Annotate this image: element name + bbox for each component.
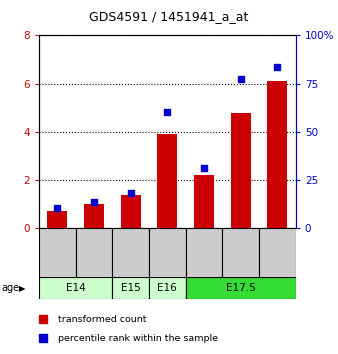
Bar bbox=[259, 228, 296, 278]
Text: percentile rank within the sample: percentile rank within the sample bbox=[58, 334, 218, 343]
Point bbox=[54, 205, 60, 211]
Bar bbox=[222, 228, 259, 278]
Bar bbox=[194, 175, 214, 228]
Bar bbox=[149, 277, 186, 299]
Text: E17.5: E17.5 bbox=[226, 283, 256, 293]
Bar bbox=[84, 204, 104, 228]
Text: age: age bbox=[2, 283, 20, 293]
Text: E16: E16 bbox=[158, 283, 177, 293]
Text: GDS4591 / 1451941_a_at: GDS4591 / 1451941_a_at bbox=[89, 10, 249, 23]
Point bbox=[201, 165, 207, 170]
Bar bbox=[112, 228, 149, 278]
Bar bbox=[39, 277, 112, 299]
Text: ▶: ▶ bbox=[19, 284, 25, 293]
Bar bbox=[76, 228, 112, 278]
Point bbox=[40, 336, 45, 341]
Text: transformed count: transformed count bbox=[58, 315, 146, 324]
Text: E15: E15 bbox=[121, 283, 141, 293]
Bar bbox=[149, 228, 186, 278]
Bar bbox=[231, 113, 251, 228]
Bar bbox=[112, 277, 149, 299]
Point bbox=[128, 190, 133, 195]
Bar bbox=[186, 228, 222, 278]
Bar bbox=[186, 277, 296, 299]
Bar bbox=[267, 81, 288, 228]
Bar bbox=[47, 211, 67, 228]
Point bbox=[91, 199, 97, 205]
Point bbox=[238, 76, 243, 82]
Point bbox=[275, 64, 280, 70]
Text: E14: E14 bbox=[66, 283, 86, 293]
Point bbox=[40, 316, 45, 322]
Bar bbox=[39, 228, 76, 278]
Bar bbox=[157, 134, 177, 228]
Bar bbox=[121, 195, 141, 228]
Point bbox=[165, 109, 170, 114]
